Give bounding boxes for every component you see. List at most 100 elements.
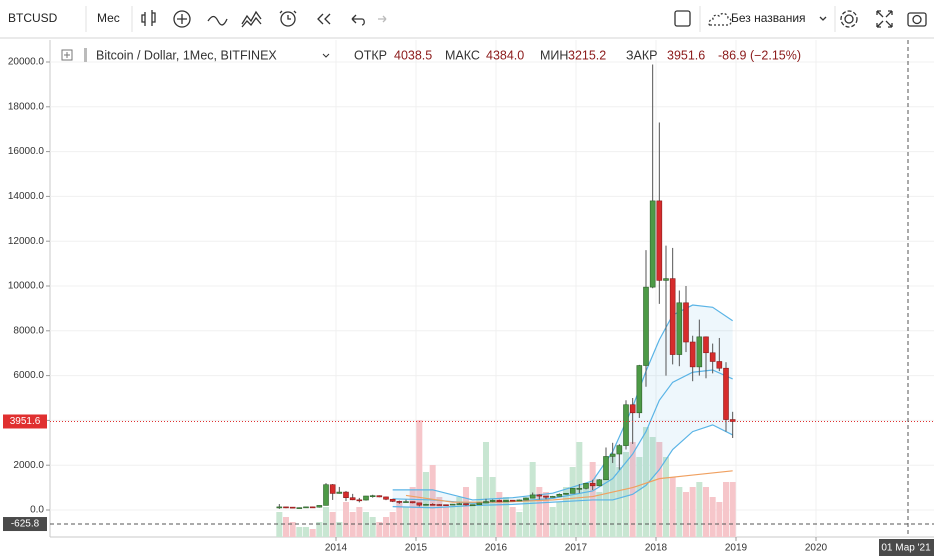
volume-bar — [729, 482, 736, 537]
redo-icon[interactable] — [378, 15, 387, 23]
indicator-line — [392, 304, 733, 501]
volume-bar — [696, 482, 703, 537]
camera-lens — [912, 14, 922, 25]
candle-body — [283, 506, 289, 509]
candle-body — [276, 506, 283, 509]
candle-body — [336, 491, 343, 494]
candle-body — [716, 361, 723, 369]
candle-body — [303, 506, 309, 509]
alert-hands — [279, 10, 297, 20]
volume-bar — [609, 457, 616, 537]
candle-body — [609, 453, 616, 457]
volume-bar — [702, 487, 709, 537]
interval[interactable]: Мес — [97, 11, 120, 25]
candle-body — [376, 495, 383, 498]
fullscreen-icon[interactable] — [876, 10, 893, 28]
volume-bar — [669, 477, 676, 537]
volume-bar — [709, 497, 716, 537]
candle-body — [323, 484, 329, 506]
candle-body — [549, 496, 556, 498]
candles-icon[interactable] — [141, 10, 156, 26]
candle-body — [369, 495, 376, 497]
settings-icon[interactable] — [844, 14, 854, 24]
candle-body — [636, 365, 643, 414]
candle-body — [436, 504, 443, 506]
x-tick-label: 2019 — [725, 543, 748, 554]
layout-name[interactable]: Без названия — [731, 11, 806, 25]
indicator-icon[interactable] — [173, 10, 191, 28]
candle-body — [729, 419, 736, 422]
candle-body — [616, 445, 623, 455]
y-tick-label: 12000.0 — [8, 236, 45, 247]
candle-body — [483, 501, 489, 504]
x-tick-label: 2020 — [805, 543, 828, 554]
volume-bar — [276, 512, 283, 537]
volume-bar — [636, 457, 643, 537]
volume-bar — [449, 507, 456, 537]
candle-body — [316, 505, 323, 508]
band-fill — [392, 305, 733, 508]
candle-body — [656, 200, 663, 281]
volume-bar — [396, 502, 403, 537]
volume-bar — [289, 522, 296, 537]
candle-body — [629, 404, 636, 414]
volume-bar — [322, 507, 329, 537]
candle-body — [349, 497, 356, 501]
volume-bar — [442, 507, 449, 537]
x-tick-label: 2017 — [565, 543, 588, 554]
volume-bar — [716, 502, 723, 537]
candle-body — [643, 286, 649, 366]
candle-body — [516, 499, 523, 502]
drag-handle — [84, 48, 87, 62]
candle-body — [396, 501, 403, 503]
candle-body — [529, 494, 536, 499]
collapse-icon[interactable] — [61, 49, 73, 61]
volume-bar — [616, 467, 623, 537]
change-value: -86.9 (−2.15%) — [718, 48, 801, 62]
volume-bar — [376, 522, 383, 537]
volume-bar — [476, 477, 483, 537]
checkbox[interactable] — [674, 10, 691, 27]
candle-body — [429, 504, 436, 506]
plus — [177, 14, 187, 24]
volume-bar — [436, 497, 443, 537]
undo-icon[interactable] — [351, 14, 365, 26]
volume-bar — [302, 527, 309, 537]
candle-body — [476, 502, 483, 506]
candle-body — [583, 483, 589, 489]
candle-body — [603, 456, 609, 481]
crosshair-price-tag — [3, 517, 47, 532]
dropdown-caret[interactable] — [819, 16, 827, 21]
volume-bar — [582, 487, 589, 537]
compare-icon[interactable] — [207, 15, 228, 26]
y-tick-label: 18000.0 — [8, 101, 45, 112]
candle-body — [709, 352, 716, 362]
legend-caret[interactable] — [322, 53, 330, 58]
x-tick-label: 2018 — [645, 543, 668, 554]
candle-body — [569, 488, 576, 494]
volume-bar — [496, 492, 503, 537]
volume-bar — [309, 529, 316, 537]
volume-bar — [656, 442, 663, 537]
candle-body — [576, 488, 583, 490]
volume-bar — [596, 492, 603, 537]
candle-body — [496, 500, 503, 503]
alert-icon[interactable] — [280, 11, 296, 27]
legend-title[interactable]: Bitcoin / Dollar, 1Мес, BITFINEX — [96, 48, 277, 62]
candle-body — [356, 499, 363, 502]
symbol[interactable]: BTCUSD — [8, 11, 58, 25]
volume-bar — [602, 477, 609, 537]
templates-icon[interactable] — [241, 10, 262, 28]
volume-bar — [536, 487, 543, 537]
camera-icon[interactable] — [907, 12, 927, 27]
candle-body — [309, 506, 316, 509]
volume-bar — [649, 437, 656, 537]
candle-body — [623, 404, 629, 446]
y-tick-label: 16000.0 — [8, 146, 45, 157]
candle-body — [696, 336, 703, 368]
candle-body — [649, 200, 656, 288]
replay-icon[interactable] — [317, 13, 331, 25]
candle-body — [416, 502, 423, 506]
